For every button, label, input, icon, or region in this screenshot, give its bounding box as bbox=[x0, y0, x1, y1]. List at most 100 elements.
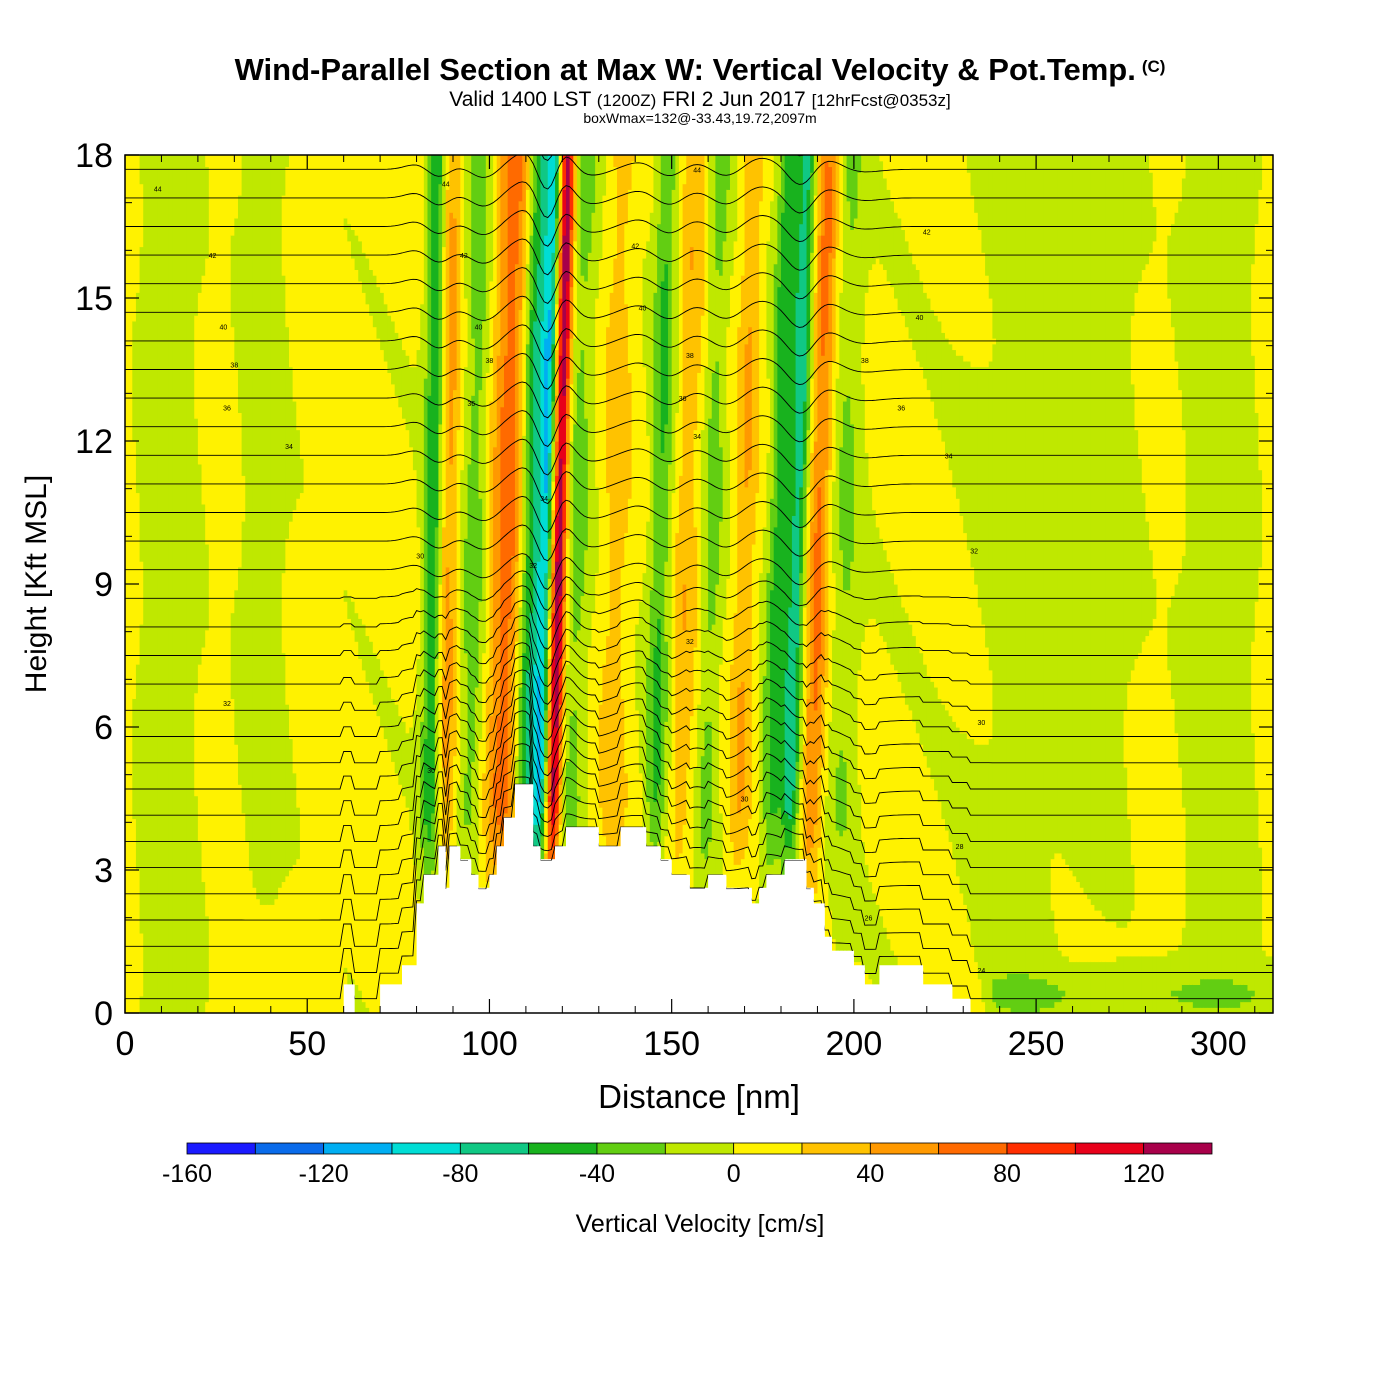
velocity-cell bbox=[536, 824, 542, 848]
velocity-cell bbox=[565, 338, 571, 379]
velocity-cell bbox=[1240, 1001, 1245, 1013]
velocity-cell bbox=[872, 618, 877, 894]
velocity-cell bbox=[693, 646, 698, 768]
velocity-cell bbox=[569, 715, 574, 831]
velocity-cell bbox=[558, 298, 563, 356]
velocity-cell bbox=[799, 572, 804, 699]
isentrope-line bbox=[125, 655, 1273, 764]
velocity-cell bbox=[646, 155, 651, 242]
velocity-cell bbox=[802, 400, 808, 465]
velocity-cell bbox=[139, 183, 144, 248]
velocity-cell bbox=[646, 801, 651, 848]
velocity-cell bbox=[562, 658, 567, 717]
velocity-cell bbox=[1251, 155, 1256, 265]
velocity-cell bbox=[555, 217, 560, 259]
velocity-cell bbox=[813, 532, 819, 711]
velocity-cell bbox=[525, 343, 531, 556]
velocity-cell bbox=[1043, 155, 1048, 980]
isentrope-label: 36 bbox=[897, 406, 905, 413]
velocity-cell bbox=[722, 155, 727, 242]
velocity-cell bbox=[507, 155, 512, 619]
velocity-cell bbox=[671, 155, 676, 190]
velocity-cell bbox=[598, 257, 604, 705]
colorbar-tick-label: 120 bbox=[1123, 1160, 1165, 1188]
velocity-cell bbox=[237, 566, 243, 785]
velocity-cell bbox=[584, 155, 589, 282]
velocity-cell bbox=[500, 406, 505, 831]
velocity-cell bbox=[307, 155, 312, 1013]
velocity-cell bbox=[285, 875, 290, 1013]
velocity-cell bbox=[1163, 155, 1168, 957]
velocity-cell bbox=[821, 355, 826, 677]
velocity-cell bbox=[241, 155, 246, 476]
velocity-cell bbox=[744, 343, 749, 488]
velocity-cell bbox=[1258, 469, 1263, 568]
velocity-cell bbox=[795, 812, 800, 860]
velocity-cell bbox=[1221, 978, 1227, 1008]
velocity-cell bbox=[974, 155, 979, 213]
velocity-cell bbox=[194, 155, 199, 316]
isentrope-line bbox=[125, 570, 1273, 611]
velocity-cell bbox=[1254, 789, 1260, 1013]
velocity-cell bbox=[391, 320, 396, 385]
velocity-cell bbox=[551, 343, 556, 402]
velocity-cell bbox=[726, 155, 731, 190]
velocity-cell bbox=[813, 155, 819, 196]
velocity-cell bbox=[963, 155, 968, 362]
velocity-cell bbox=[562, 601, 567, 659]
velocity-cell bbox=[580, 349, 585, 597]
velocity-cell bbox=[292, 155, 297, 402]
velocity-cell bbox=[1178, 155, 1183, 202]
velocity-cell bbox=[208, 155, 214, 1013]
velocity-cell bbox=[412, 864, 418, 968]
velocity-cell bbox=[442, 526, 447, 677]
velocity-cell bbox=[1152, 955, 1157, 1013]
velocity-cell bbox=[536, 263, 542, 562]
velocity-cell bbox=[737, 686, 742, 814]
velocity-cell bbox=[638, 601, 644, 774]
velocity-cell bbox=[1065, 864, 1070, 957]
velocity-cell bbox=[996, 155, 1001, 980]
velocity-cell bbox=[176, 155, 181, 1013]
velocity-cell bbox=[285, 704, 290, 877]
velocity-cell bbox=[223, 155, 228, 1013]
velocity-cell bbox=[132, 320, 137, 442]
velocity-cell bbox=[697, 372, 702, 705]
velocity-cell bbox=[1269, 955, 1273, 1013]
velocity-cell bbox=[212, 155, 217, 1013]
velocity-cell bbox=[963, 532, 968, 734]
velocity-cell bbox=[759, 572, 764, 888]
velocity-cell bbox=[547, 618, 552, 659]
velocity-cell bbox=[879, 635, 884, 917]
velocity-cell bbox=[453, 155, 458, 219]
velocity-cell bbox=[547, 155, 552, 311]
velocity-cell bbox=[405, 807, 410, 968]
velocity-cell bbox=[1207, 155, 1212, 980]
velocity-cell bbox=[613, 155, 618, 168]
velocity-cell bbox=[372, 704, 378, 1013]
velocity-cell bbox=[700, 852, 706, 888]
velocity-cell bbox=[456, 784, 461, 848]
velocity-cell bbox=[405, 732, 410, 808]
colorbar-swatch bbox=[186, 1142, 256, 1155]
velocity-cell bbox=[985, 155, 990, 276]
velocity-cell bbox=[434, 658, 440, 877]
velocity-cell bbox=[544, 852, 549, 860]
velocity-cell bbox=[770, 498, 775, 591]
velocity-cell bbox=[653, 801, 658, 848]
velocity-cell bbox=[507, 618, 512, 820]
velocity-cell bbox=[1072, 961, 1077, 1013]
velocity-cell bbox=[908, 338, 913, 625]
velocity-cell bbox=[1262, 155, 1267, 951]
velocity-cell bbox=[660, 280, 665, 454]
velocity-cell bbox=[802, 606, 808, 745]
isentrope-label: 42 bbox=[209, 253, 217, 260]
velocity-cell bbox=[281, 275, 286, 574]
velocity-cell bbox=[1229, 978, 1234, 1008]
velocity-cell bbox=[587, 252, 593, 648]
velocity-cell bbox=[937, 320, 942, 431]
velocity-cell bbox=[817, 755, 822, 848]
velocity-cell bbox=[966, 155, 972, 173]
velocity-cell bbox=[1170, 995, 1176, 1013]
velocity-cell bbox=[1109, 155, 1114, 923]
